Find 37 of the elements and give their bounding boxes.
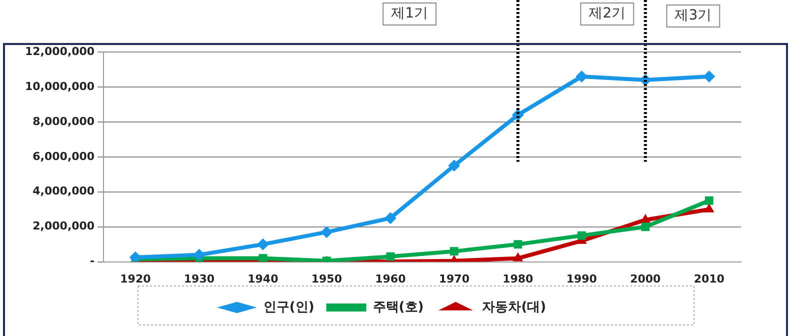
- x-tick-label: 1990: [566, 272, 598, 286]
- text: 제3기: [674, 8, 712, 24]
- point: [576, 70, 588, 82]
- text: 제1기: [391, 6, 428, 22]
- point: [386, 252, 395, 261]
- text: 제2기: [588, 6, 626, 22]
- point: [704, 196, 714, 205]
- point: [514, 240, 522, 249]
- point: [641, 222, 650, 232]
- point: [448, 160, 460, 172]
- legend-label: 인구(인): [263, 300, 314, 315]
- y-tick-label: -: [90, 254, 95, 268]
- y-tick-label: 12,000,000: [24, 44, 95, 58]
- point: [704, 203, 714, 212]
- point: [703, 70, 716, 82]
- y-tick-label: 4,000,000: [32, 184, 95, 198]
- point: [577, 231, 586, 240]
- point: [256, 238, 269, 250]
- legend-label: 자동차(대): [482, 300, 546, 315]
- point: [384, 212, 396, 224]
- x-tick-label: 2010: [694, 272, 725, 286]
- point: [512, 252, 524, 262]
- x-tick-label: 1950: [311, 272, 342, 286]
- y-tick-label: 6,000,000: [32, 150, 95, 163]
- point: [450, 247, 458, 256]
- y-tick-label: 2,000,000: [32, 220, 95, 233]
- x-tick-label: 1960: [375, 272, 406, 286]
- x-tick-label: 1940: [248, 272, 279, 286]
- x-tick-label: 1970: [438, 272, 470, 286]
- point: [320, 226, 333, 238]
- x-tick-label: 1980: [502, 272, 534, 286]
- y-tick-label: 8,000,000: [32, 114, 95, 128]
- x-tick-label: 1920: [120, 272, 152, 286]
- x-tick-label: 1930: [184, 272, 215, 286]
- y-tick-label: 10,000,000: [24, 80, 95, 93]
- legend-label: 주택(호): [372, 300, 424, 315]
- x-tick-label: 2000: [630, 272, 662, 286]
